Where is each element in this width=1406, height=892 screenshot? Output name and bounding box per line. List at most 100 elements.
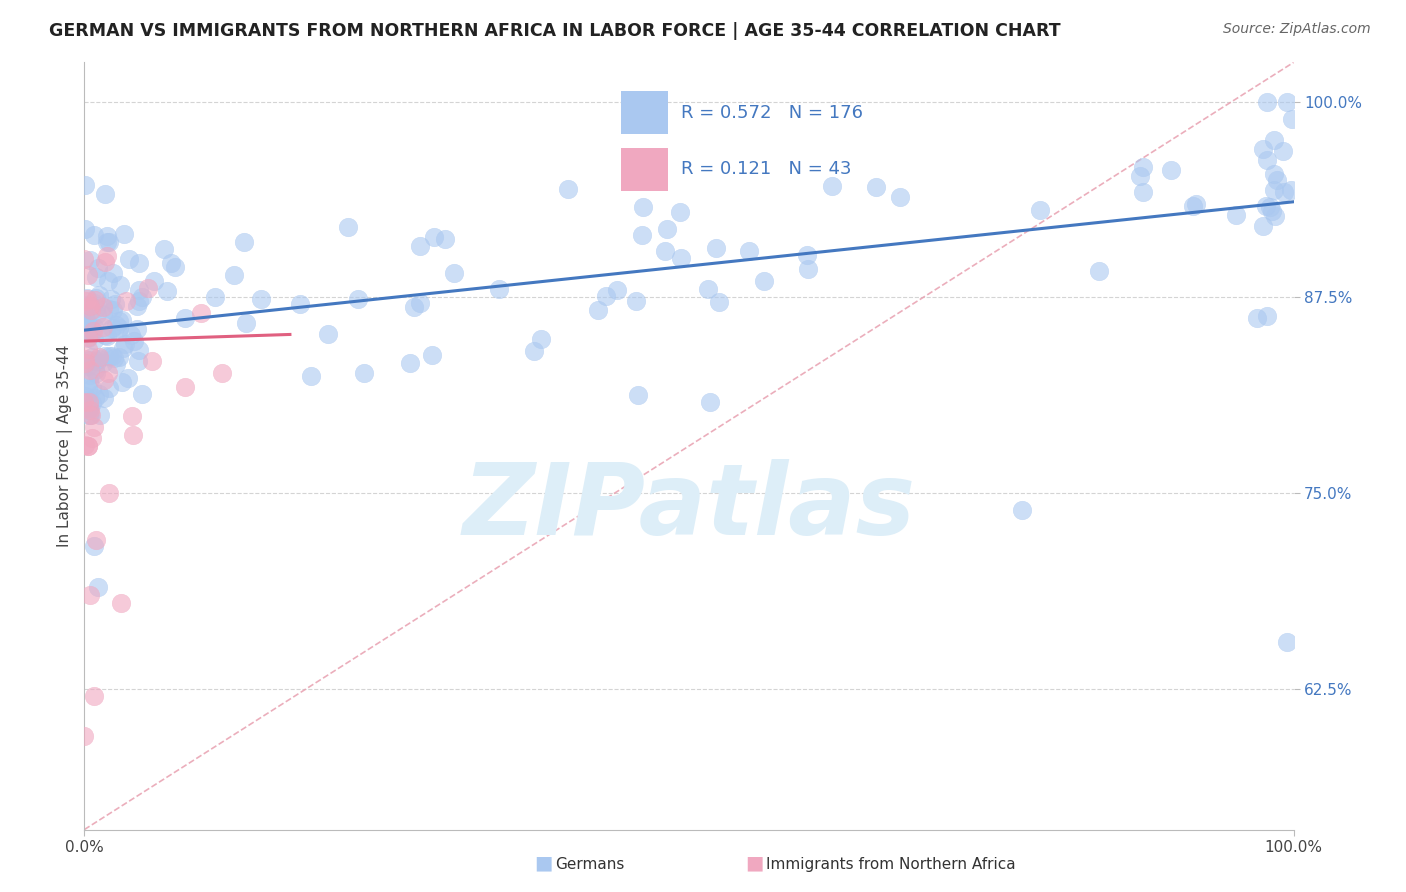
Point (1272, 185, 1295, 199)
Point (120, 327, 142, 342)
Point (409, 238, 432, 252)
Text: ZIPatlas: ZIPatlas (463, 458, 915, 556)
Point (89, 352, 111, 367)
Point (84, 391, 107, 405)
Point (1264, 209, 1286, 223)
Point (89, 350, 111, 364)
Point (86, 354, 108, 368)
Point (704, 241, 727, 255)
Point (141, 354, 163, 368)
Point (488, 282, 510, 296)
Point (96, 329, 118, 343)
Point (433, 232, 456, 246)
Point (79, 403, 101, 417)
Point (423, 230, 446, 244)
Point (402, 300, 425, 314)
Point (76, 393, 98, 408)
Point (152, 242, 174, 256)
Point (76, 315, 98, 329)
Point (77, 331, 100, 345)
Point (654, 244, 676, 259)
Point (821, 179, 844, 194)
Point (1088, 264, 1111, 278)
Point (73, 252, 96, 267)
Point (97, 235, 120, 250)
Point (101, 321, 124, 335)
Point (174, 380, 197, 394)
Point (1258, 200, 1281, 214)
Point (122, 334, 145, 348)
Point (889, 189, 911, 203)
Point (84, 269, 107, 284)
Point (633, 201, 655, 215)
Point (75, 178, 97, 193)
Point (86, 261, 108, 276)
Point (104, 357, 127, 371)
Point (96, 229, 118, 244)
Point (79, 368, 101, 383)
Point (1160, 163, 1182, 178)
Point (96, 249, 118, 263)
Point (796, 248, 818, 262)
Point (353, 366, 375, 380)
Point (97, 274, 120, 288)
Point (75, 356, 97, 370)
Point (75, 310, 97, 324)
Point (79, 363, 101, 377)
Point (73, 395, 96, 409)
Point (79, 408, 101, 422)
Y-axis label: In Labor Force | Age 35-44: In Labor Force | Age 35-44 (58, 345, 73, 547)
Point (797, 262, 820, 277)
Point (142, 274, 165, 288)
Point (108, 321, 131, 335)
Point (84, 291, 107, 305)
Point (657, 221, 679, 235)
Point (73, 326, 96, 341)
Point (1181, 199, 1204, 213)
Point (73, 437, 96, 451)
Point (160, 256, 183, 270)
Point (865, 179, 887, 194)
Point (1281, 112, 1303, 127)
Point (125, 321, 148, 335)
Point (101, 349, 124, 363)
Point (118, 252, 141, 266)
Point (110, 278, 132, 293)
Point (288, 296, 311, 310)
Point (707, 295, 730, 310)
Point (117, 371, 139, 385)
Point (82, 380, 104, 394)
Point (83, 420, 105, 434)
Point (1261, 204, 1284, 219)
Point (128, 256, 150, 270)
Point (79, 588, 101, 602)
Point (98, 349, 121, 363)
Point (347, 293, 370, 307)
Point (1275, 95, 1298, 109)
Point (1263, 133, 1285, 147)
Point (79, 322, 101, 336)
Point (111, 341, 134, 355)
Text: ■: ■ (534, 854, 553, 872)
Point (131, 290, 153, 304)
Point (76, 381, 98, 395)
Point (211, 367, 233, 381)
Point (76, 439, 98, 453)
Point (103, 351, 125, 365)
Point (1029, 203, 1052, 218)
Point (76, 293, 98, 307)
Point (75, 318, 97, 332)
Point (96, 235, 118, 249)
Point (83, 320, 105, 334)
Point (235, 316, 257, 330)
Point (121, 409, 143, 423)
Point (97, 301, 120, 316)
Point (104, 296, 127, 310)
Point (80, 409, 103, 423)
Point (87, 580, 110, 594)
Point (233, 235, 256, 249)
Point (84, 293, 107, 307)
Point (75, 325, 97, 339)
Point (86, 307, 108, 321)
Point (222, 268, 245, 282)
